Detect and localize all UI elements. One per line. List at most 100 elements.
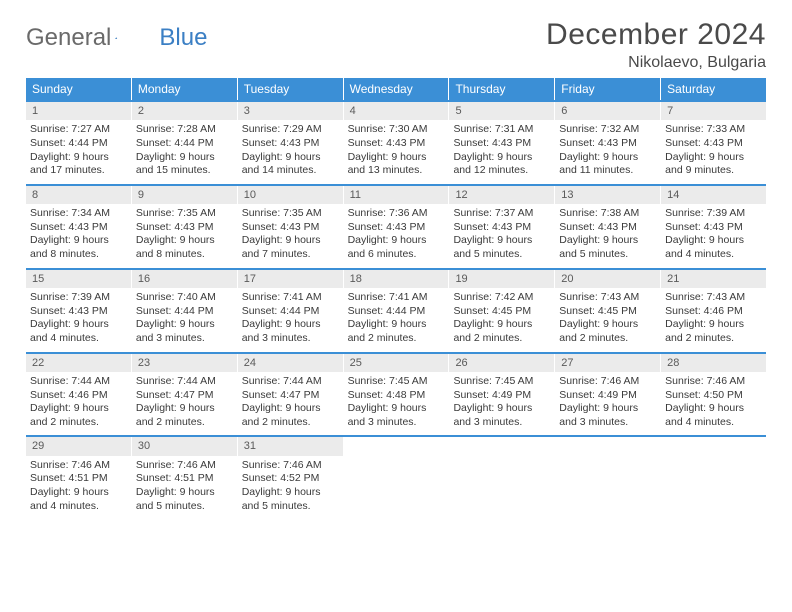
day-number: 13: [555, 186, 660, 204]
sunset-line: Sunset: 4:44 PM: [136, 305, 233, 319]
daylight-line: Daylight: 9 hours and 12 minutes.: [453, 151, 550, 178]
daylight-line: Daylight: 9 hours and 2 minutes.: [453, 318, 550, 345]
sunrise-line: Sunrise: 7:45 AM: [348, 375, 445, 389]
day-number: 22: [26, 354, 131, 372]
sunrise-line: Sunrise: 7:42 AM: [453, 291, 550, 305]
sunset-line: Sunset: 4:43 PM: [348, 221, 445, 235]
daylight-line: Daylight: 9 hours and 15 minutes.: [136, 151, 233, 178]
sunrise-line: Sunrise: 7:43 AM: [559, 291, 656, 305]
day-number: 14: [661, 186, 766, 204]
daylight-line: Daylight: 9 hours and 3 minutes.: [453, 402, 550, 429]
sunrise-line: Sunrise: 7:31 AM: [453, 123, 550, 137]
sunrise-line: Sunrise: 7:38 AM: [559, 207, 656, 221]
sunset-line: Sunset: 4:50 PM: [665, 389, 762, 403]
sunset-line: Sunset: 4:44 PM: [136, 137, 233, 151]
daylight-line: Daylight: 9 hours and 11 minutes.: [559, 151, 656, 178]
day-number: 31: [238, 437, 343, 455]
calendar-day-cell: 10Sunrise: 7:35 AMSunset: 4:43 PMDayligh…: [238, 186, 344, 268]
day-number: 15: [26, 270, 131, 288]
daylight-line: Daylight: 9 hours and 2 minutes.: [348, 318, 445, 345]
daylight-line: Daylight: 9 hours and 5 minutes.: [559, 234, 656, 261]
calendar-day-cell: 20Sunrise: 7:43 AMSunset: 4:45 PMDayligh…: [555, 270, 661, 352]
calendar-week-row: 8Sunrise: 7:34 AMSunset: 4:43 PMDaylight…: [26, 184, 766, 268]
sunrise-line: Sunrise: 7:44 AM: [30, 375, 127, 389]
day-number: 1: [26, 102, 131, 120]
brand-triangle-icon: [115, 27, 117, 49]
calendar-day-cell: [449, 437, 555, 519]
sunrise-line: Sunrise: 7:46 AM: [559, 375, 656, 389]
weekday-header-row: SundayMondayTuesdayWednesdayThursdayFrid…: [26, 78, 766, 100]
sunset-line: Sunset: 4:47 PM: [242, 389, 339, 403]
calendar-day-cell: 12Sunrise: 7:37 AMSunset: 4:43 PMDayligh…: [449, 186, 555, 268]
sunrise-line: Sunrise: 7:39 AM: [30, 291, 127, 305]
sunrise-line: Sunrise: 7:36 AM: [348, 207, 445, 221]
daylight-line: Daylight: 9 hours and 5 minutes.: [242, 486, 339, 513]
day-number: 23: [132, 354, 237, 372]
sunrise-line: Sunrise: 7:29 AM: [242, 123, 339, 137]
sunset-line: Sunset: 4:43 PM: [559, 137, 656, 151]
brand-word2: Blue: [159, 24, 207, 52]
sunrise-line: Sunrise: 7:46 AM: [30, 459, 127, 473]
day-number: 17: [238, 270, 343, 288]
calendar-day-cell: 28Sunrise: 7:46 AMSunset: 4:50 PMDayligh…: [661, 354, 766, 436]
daylight-line: Daylight: 9 hours and 17 minutes.: [30, 151, 127, 178]
sunrise-line: Sunrise: 7:40 AM: [136, 291, 233, 305]
sunset-line: Sunset: 4:43 PM: [559, 221, 656, 235]
calendar-day-cell: 6Sunrise: 7:32 AMSunset: 4:43 PMDaylight…: [555, 102, 661, 184]
sunrise-line: Sunrise: 7:27 AM: [30, 123, 127, 137]
daylight-line: Daylight: 9 hours and 2 minutes.: [136, 402, 233, 429]
calendar-day-cell: 21Sunrise: 7:43 AMSunset: 4:46 PMDayligh…: [661, 270, 766, 352]
calendar-week-row: 1Sunrise: 7:27 AMSunset: 4:44 PMDaylight…: [26, 100, 766, 184]
sunset-line: Sunset: 4:44 PM: [348, 305, 445, 319]
calendar-day-cell: 24Sunrise: 7:44 AMSunset: 4:47 PMDayligh…: [238, 354, 344, 436]
calendar-day-cell: 7 Sunrise: 7:33 AMSunset: 4:43 PMDaylight…: [661, 102, 766, 184]
sunset-line: Sunset: 4:51 PM: [30, 472, 127, 486]
sunset-line: Sunset: 4:49 PM: [453, 389, 550, 403]
sunset-line: Sunset: 4:46 PM: [665, 305, 762, 319]
daylight-line: Daylight: 9 hours and 2 minutes.: [242, 402, 339, 429]
calendar-day-cell: 11 Sunrise: 7:36 AMSunset: 4:43 PMDayligh…: [344, 186, 450, 268]
calendar-grid: SundayMondayTuesdayWednesdayThursdayFrid…: [26, 78, 766, 519]
calendar-week-row: 29Sunrise: 7:46 AMSunset: 4:51 PMDayligh…: [26, 435, 766, 519]
brand-logo: General Blue: [26, 18, 207, 52]
sunrise-line: Sunrise: 7:39 AM: [665, 207, 762, 221]
calendar-weeks: 1Sunrise: 7:27 AMSunset: 4:44 PMDaylight…: [26, 100, 766, 519]
sunrise-line: Sunrise: 7:33 AM: [665, 123, 762, 137]
day-number: 7: [661, 102, 766, 120]
sunset-line: Sunset: 4:43 PM: [665, 137, 762, 151]
calendar-day-cell: 8Sunrise: 7:34 AMSunset: 4:43 PMDaylight…: [26, 186, 132, 268]
daylight-line: Daylight: 9 hours and 3 minutes.: [559, 402, 656, 429]
day-number: 2: [132, 102, 237, 120]
daylight-line: Daylight: 9 hours and 3 minutes.: [136, 318, 233, 345]
day-number: 11: [344, 186, 449, 204]
daylight-line: Daylight: 9 hours and 5 minutes.: [453, 234, 550, 261]
day-number: 4: [344, 102, 449, 120]
day-number: 19: [449, 270, 554, 288]
day-number: 10: [238, 186, 343, 204]
weekday-header: Friday: [555, 78, 661, 100]
day-number: 6: [555, 102, 660, 120]
sunset-line: Sunset: 4:43 PM: [30, 305, 127, 319]
sunset-line: Sunset: 4:43 PM: [242, 137, 339, 151]
calendar-day-cell: 14Sunrise: 7:39 AMSunset: 4:43 PMDayligh…: [661, 186, 766, 268]
daylight-line: Daylight: 9 hours and 2 minutes.: [30, 402, 127, 429]
daylight-line: Daylight: 9 hours and 6 minutes.: [348, 234, 445, 261]
calendar-day-cell: 2Sunrise: 7:28 AMSunset: 4:44 PMDaylight…: [132, 102, 238, 184]
daylight-line: Daylight: 9 hours and 14 minutes.: [242, 151, 339, 178]
daylight-line: Daylight: 9 hours and 13 minutes.: [348, 151, 445, 178]
sunrise-line: Sunrise: 7:44 AM: [136, 375, 233, 389]
sunset-line: Sunset: 4:52 PM: [242, 472, 339, 486]
calendar-day-cell: 3 Sunrise: 7:29 AMSunset: 4:43 PMDaylight…: [238, 102, 344, 184]
day-number: 3: [238, 102, 343, 120]
weekday-header: Wednesday: [344, 78, 450, 100]
sunrise-line: Sunrise: 7:30 AM: [348, 123, 445, 137]
calendar-day-cell: 25Sunrise: 7:45 AMSunset: 4:48 PMDayligh…: [344, 354, 450, 436]
day-number: 5: [449, 102, 554, 120]
sunset-line: Sunset: 4:45 PM: [453, 305, 550, 319]
calendar-day-cell: [344, 437, 450, 519]
day-number: 27: [555, 354, 660, 372]
daylight-line: Daylight: 9 hours and 2 minutes.: [559, 318, 656, 345]
daylight-line: Daylight: 9 hours and 9 minutes.: [665, 151, 762, 178]
sunrise-line: Sunrise: 7:46 AM: [242, 459, 339, 473]
day-number: 9: [132, 186, 237, 204]
